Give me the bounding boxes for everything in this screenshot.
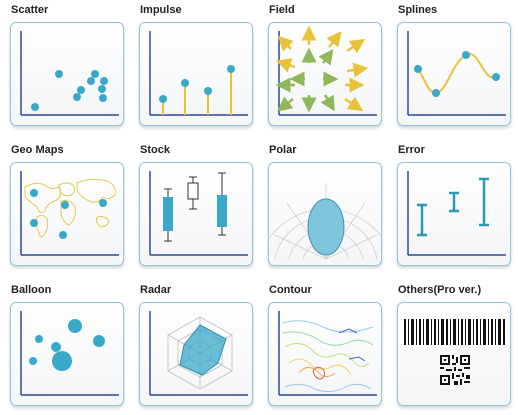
tile-label-radar: Radar [140, 284, 172, 296]
barcode-qr-thumbnail [404, 319, 505, 385]
tile-label-error: Error [398, 144, 425, 156]
tile-label-balloon: Balloon [11, 284, 52, 296]
tile-radar[interactable] [139, 302, 253, 406]
stock-thumbnail [149, 171, 248, 256]
tile-impulse[interactable] [139, 22, 253, 126]
polar-thumbnail [269, 183, 381, 260]
tile-scatter[interactable] [10, 22, 124, 126]
balloon-thumbnail [20, 311, 119, 396]
tile-splines[interactable] [397, 22, 511, 126]
qr-code [440, 355, 470, 385]
tile-stock[interactable] [139, 162, 253, 266]
field-thumbnail [275, 25, 377, 116]
tile-label-contour: Contour [269, 284, 312, 296]
geo-maps-thumbnail [20, 171, 119, 256]
tile-label-scatter: Scatter [11, 4, 49, 16]
contour-thumbnail [278, 311, 377, 396]
tile-label-splines: Splines [398, 4, 438, 16]
impulse-thumbnail [149, 31, 248, 116]
tile-label-others: Others(Pro ver.) [398, 284, 482, 296]
scatter-thumbnail [20, 31, 119, 116]
tile-field[interactable] [268, 22, 382, 126]
radar-thumbnail [149, 311, 248, 396]
tile-label-polar: Polar [269, 144, 297, 156]
tile-others[interactable] [397, 302, 511, 406]
tile-polar[interactable] [268, 162, 382, 266]
tile-geo-maps[interactable] [10, 162, 124, 266]
tile-label-field: Field [269, 4, 295, 16]
tile-label-impulse: Impulse [140, 4, 182, 16]
tile-label-stock: Stock [140, 144, 170, 156]
tile-label-geo-maps: Geo Maps [11, 144, 64, 156]
splines-thumbnail [407, 31, 506, 116]
tile-contour[interactable] [268, 302, 382, 406]
tile-balloon[interactable] [10, 302, 124, 406]
error-thumbnail [407, 171, 506, 256]
tile-error[interactable] [397, 162, 511, 266]
